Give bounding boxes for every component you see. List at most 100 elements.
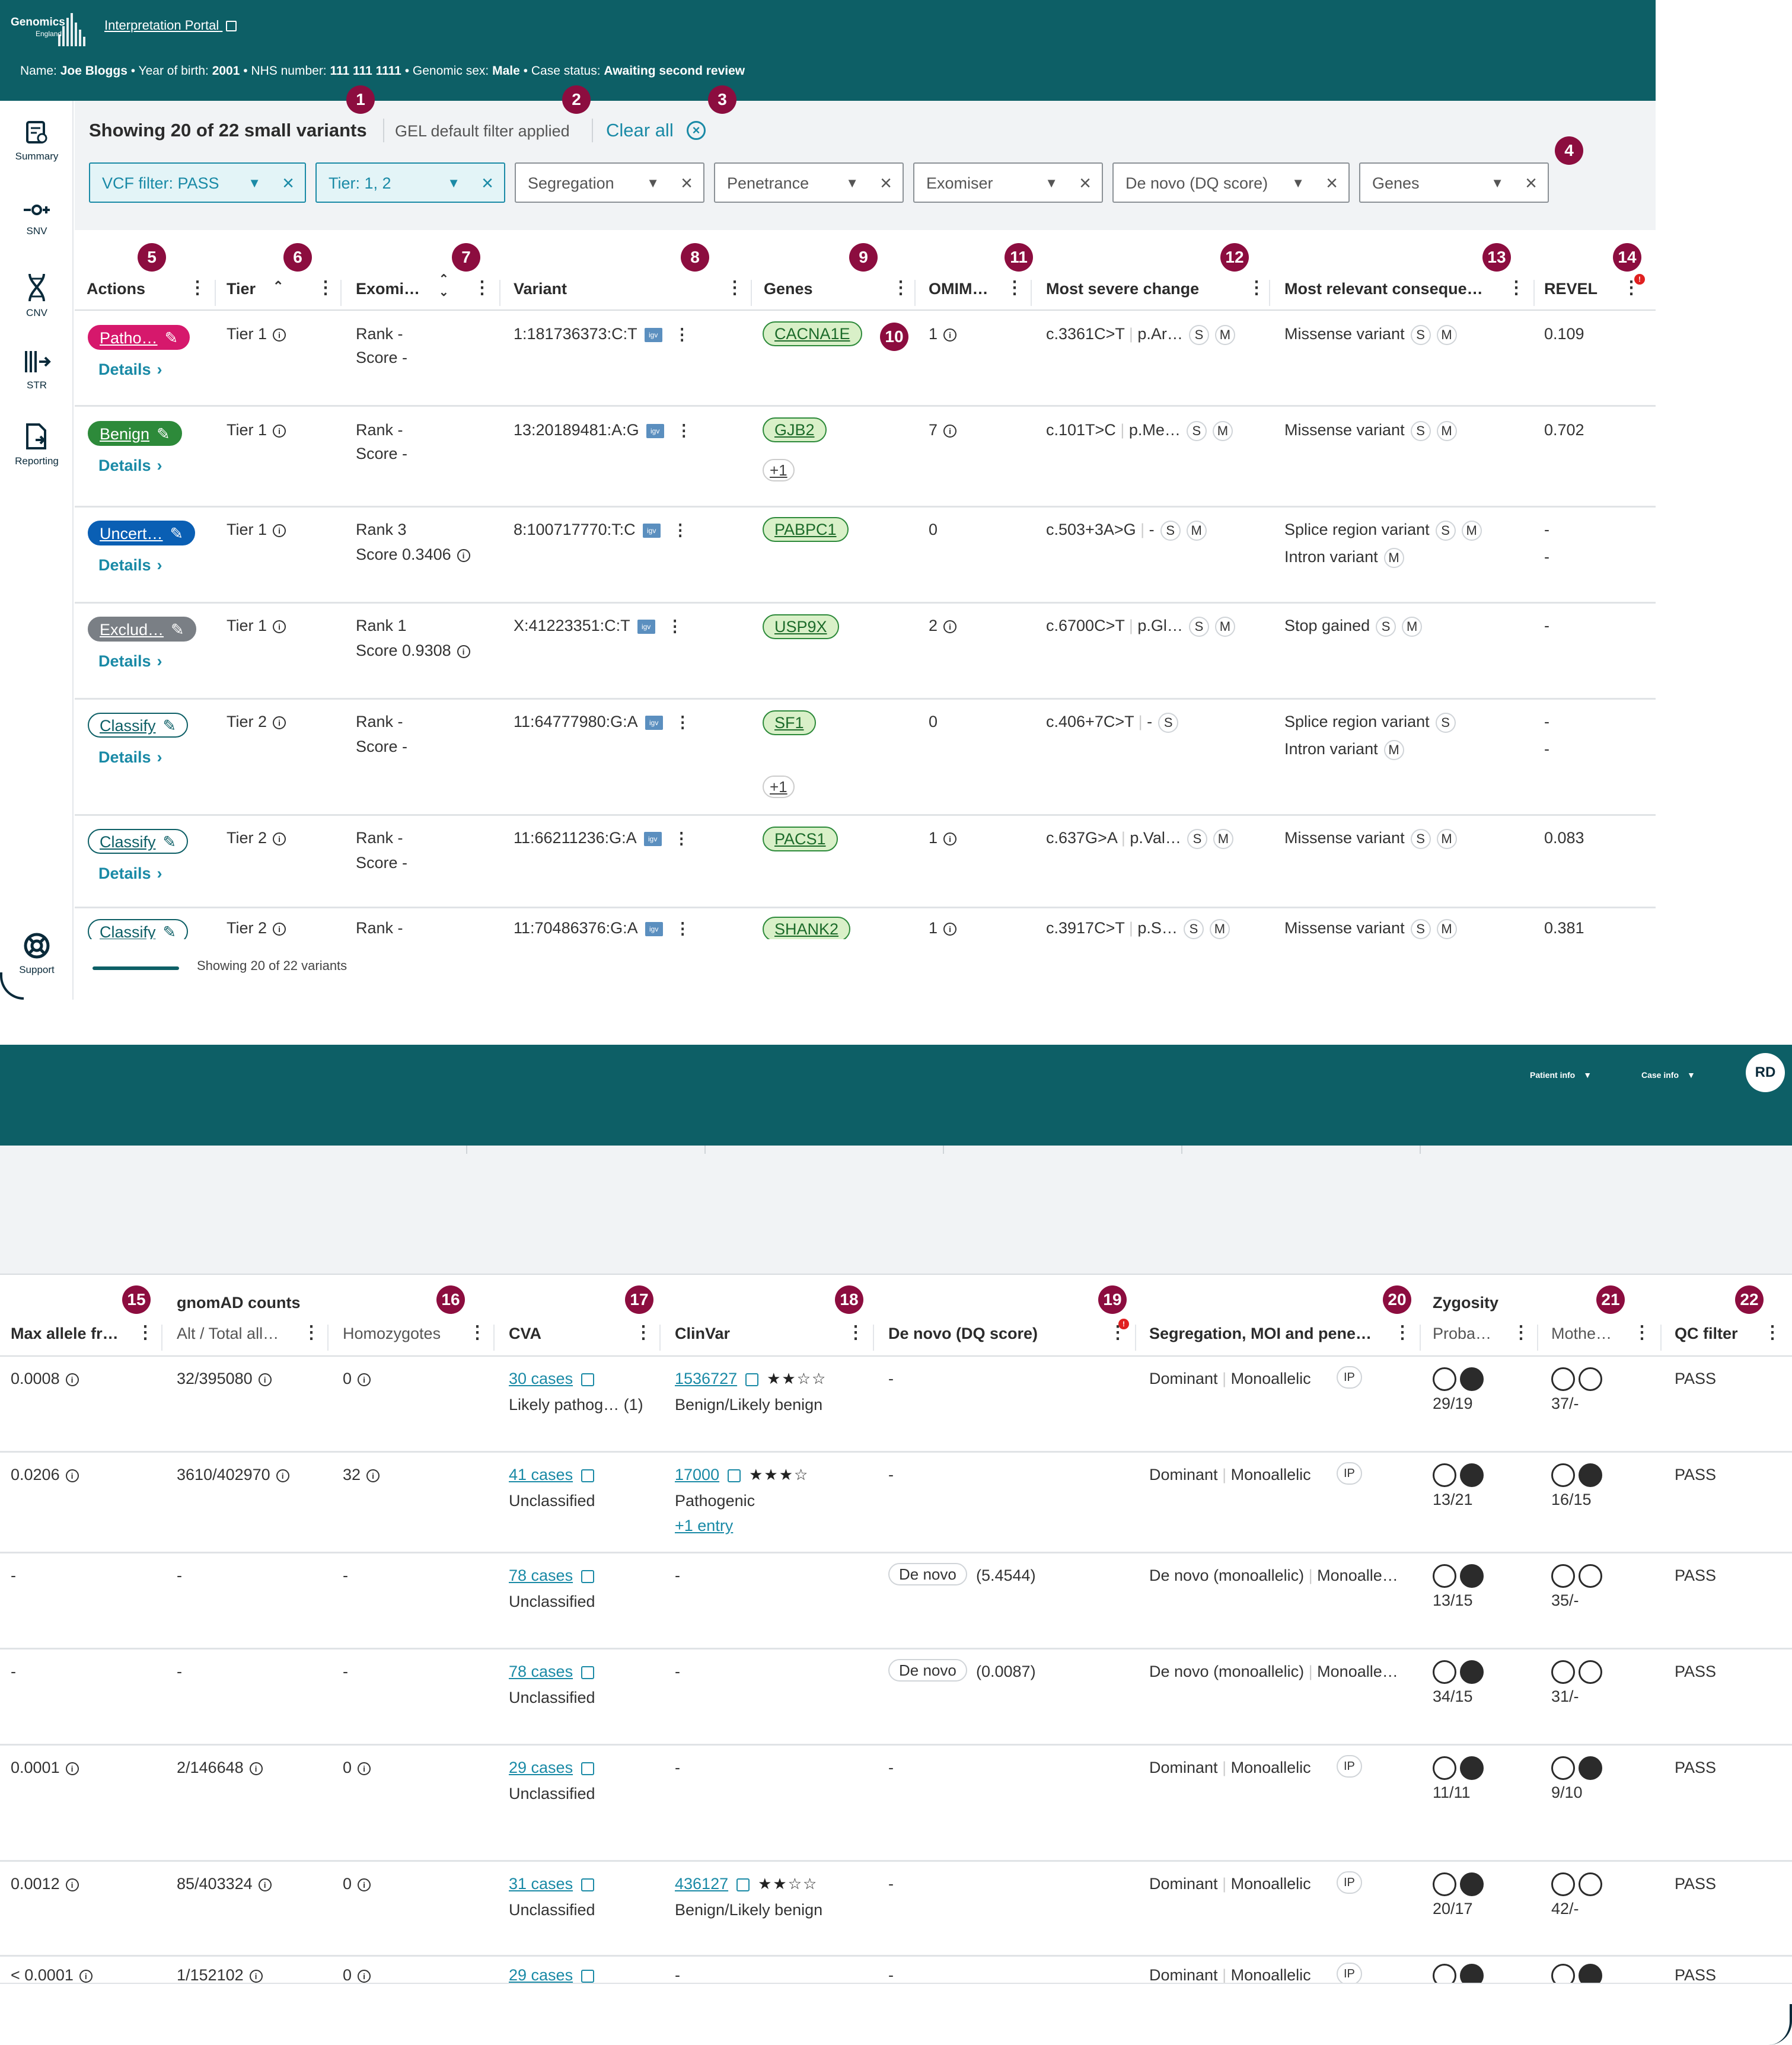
col-cva[interactable]: CVA — [509, 1325, 542, 1342]
col-tier[interactable]: Tier — [227, 280, 256, 298]
sort-up-icon[interactable]: ⌃ — [273, 279, 284, 293]
m-badge[interactable]: M — [1436, 829, 1457, 849]
table-row[interactable]: - - - 78 cases Unclassified - De novo (5… — [0, 1553, 1792, 1650]
column-menu-icon[interactable]: ⋮ — [892, 278, 910, 298]
sidebar-item-str[interactable]: STR — [0, 349, 74, 391]
info-icon[interactable]: i — [79, 1969, 93, 1983]
s-badge[interactable]: S — [1410, 421, 1431, 441]
info-icon[interactable]: i — [249, 1969, 263, 1983]
details-link[interactable]: Details › — [98, 652, 162, 670]
info-icon[interactable]: i — [65, 1762, 79, 1775]
info-icon[interactable]: i — [366, 1469, 380, 1482]
info-icon[interactable]: i — [249, 1762, 263, 1775]
m-badge[interactable]: M — [1436, 421, 1457, 441]
filter-tier[interactable]: Tier: 1, 2 ▼ × — [315, 162, 505, 203]
s-badge[interactable]: S — [1410, 919, 1431, 939]
classify-button[interactable]: Classify ✎ — [88, 713, 189, 738]
gene-pill[interactable]: SHANK2 — [763, 917, 851, 939]
column-menu-icon[interactable]: ⋮ — [634, 1323, 652, 1342]
col-actions[interactable]: Actions — [87, 280, 146, 298]
m-badge[interactable]: M — [1214, 617, 1235, 637]
m-badge[interactable]: M — [1383, 548, 1404, 568]
gene-pill[interactable]: GJB2 — [763, 417, 827, 442]
avatar[interactable]: RD — [1746, 1053, 1785, 1092]
table-row[interactable]: - - - 78 cases Unclassified - De novo (0… — [0, 1650, 1792, 1746]
filter-de-novo[interactable]: De novo (DQ score) ▼ × — [1112, 162, 1350, 203]
column-menu-icon[interactable]: ⋮ — [473, 278, 491, 298]
igv-icon[interactable]: igv — [646, 423, 664, 438]
m-badge[interactable]: M — [1383, 740, 1404, 760]
clinvar-link[interactable]: 1536727 ★★☆☆ — [675, 1370, 827, 1387]
genomics-england-logo[interactable]: Genomics England — [8, 8, 85, 47]
classification-pill[interactable]: Exclud… ✎ — [88, 617, 196, 642]
filter-exomiser[interactable]: Exomiser ▼ × — [913, 162, 1103, 203]
cva-link[interactable]: 78 cases — [509, 1567, 595, 1585]
info-icon[interactable]: i — [358, 1373, 371, 1386]
details-link[interactable]: Details › — [98, 360, 162, 378]
more-genes-link[interactable]: +1 — [763, 776, 795, 798]
col-omim[interactable]: OMIM… — [929, 280, 989, 298]
m-badge[interactable]: M — [1402, 617, 1423, 637]
patient-info-menu[interactable]: Patient info ▼ — [1530, 1070, 1592, 1080]
column-menu-icon[interactable]: ⋮ — [1507, 278, 1525, 298]
interpretation-portal-link[interactable]: Interpretation Portal — [104, 18, 237, 33]
column-menu-icon[interactable]: ⋮ — [847, 1323, 865, 1342]
close-icon[interactable]: × — [880, 172, 892, 194]
cva-link[interactable]: 29 cases — [509, 1966, 595, 1983]
info-icon[interactable]: i — [273, 922, 286, 936]
clinvar-link[interactable]: 436127 ★★☆☆ — [675, 1875, 818, 1893]
s-badge[interactable]: S — [1183, 919, 1204, 939]
sidebar-item-snv[interactable]: SNV — [0, 199, 74, 237]
info-icon[interactable]: i — [358, 1969, 371, 1983]
s-badge[interactable]: S — [1188, 325, 1209, 345]
igv-icon[interactable]: igv — [643, 831, 662, 846]
m-badge[interactable]: M — [1212, 421, 1233, 441]
s-badge[interactable]: S — [1160, 521, 1181, 541]
details-link[interactable]: Details › — [98, 556, 162, 574]
column-menu-icon[interactable]: ⋮ — [1006, 278, 1023, 298]
info-icon[interactable]: i — [943, 620, 957, 633]
col-consequence[interactable]: Most relevant conseque… — [1284, 280, 1483, 298]
sidebar-item-summary[interactable]: Summary — [0, 120, 74, 162]
column-menu-icon[interactable]: ⋮ — [468, 1323, 486, 1342]
details-link[interactable]: Details › — [98, 457, 162, 474]
column-menu-icon[interactable]: ⋮ — [1764, 1323, 1781, 1342]
cva-link[interactable]: 29 cases — [509, 1759, 595, 1777]
gene-pill[interactable]: CACNA1E — [763, 321, 862, 346]
info-icon[interactable]: i — [276, 1469, 289, 1482]
gene-pill[interactable]: PACS1 — [763, 827, 838, 851]
sort-both-icon[interactable]: ⌃ ⌄ — [439, 273, 449, 299]
igv-icon[interactable]: igv — [644, 327, 662, 342]
details-link[interactable]: Details › — [98, 864, 162, 882]
kebab-menu-icon[interactable]: ⋮ — [674, 713, 691, 732]
info-icon[interactable]: i — [457, 645, 470, 658]
col-proband[interactable]: Proba… — [1433, 1325, 1492, 1342]
info-icon[interactable]: i — [65, 1469, 79, 1482]
info-icon[interactable]: i — [943, 424, 957, 438]
column-menu-icon[interactable]: ⋮ — [1248, 278, 1265, 298]
sidebar-item-cnv[interactable]: CNV — [0, 273, 74, 319]
column-menu-icon[interactable]: ⋮ — [726, 278, 744, 298]
info-icon[interactable]: i — [943, 328, 957, 342]
info-icon[interactable]: i — [65, 1373, 79, 1386]
info-icon[interactable]: i — [273, 716, 286, 729]
info-icon[interactable]: i — [358, 1878, 371, 1891]
classification-pill[interactable]: Patho… ✎ — [88, 325, 190, 350]
col-revel[interactable]: REVEL — [1544, 280, 1598, 298]
col-clinvar[interactable]: ClinVar — [675, 1325, 731, 1342]
sidebar-item-reporting[interactable]: Reporting — [0, 422, 74, 467]
classification-pill[interactable]: Uncert… ✎ — [88, 521, 196, 545]
s-badge[interactable]: S — [1158, 713, 1179, 733]
case-info-menu[interactable]: Case info ▼ — [1641, 1070, 1695, 1080]
col-mother[interactable]: Mothe… — [1551, 1325, 1612, 1342]
col-variant[interactable]: Variant — [514, 280, 567, 298]
classification-pill[interactable]: Benign ✎ — [88, 421, 182, 446]
m-badge[interactable]: M — [1461, 521, 1482, 541]
col-genes[interactable]: Genes — [764, 280, 813, 298]
